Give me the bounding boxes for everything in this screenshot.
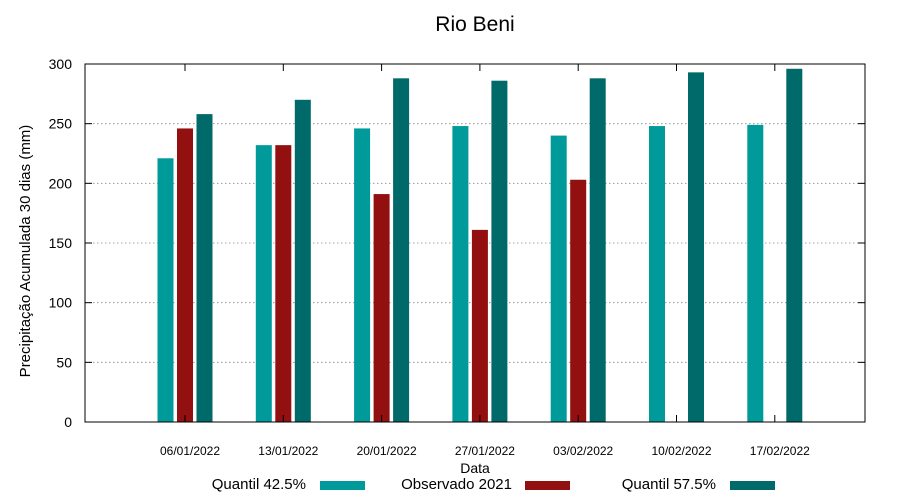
y-tick-label: 0 xyxy=(64,414,72,430)
bar xyxy=(570,179,587,422)
bar xyxy=(196,114,213,423)
bar xyxy=(354,128,371,422)
x-tick-label: 06/01/2022 xyxy=(160,444,220,458)
bar xyxy=(747,124,764,423)
x-axis-label: Data xyxy=(460,460,490,476)
x-tick-label: 20/01/2022 xyxy=(357,444,417,458)
legend-label: Observado 2021 xyxy=(401,476,512,493)
legend-label: Quantil 42.5% xyxy=(212,476,306,493)
y-tick-label: 150 xyxy=(49,235,73,251)
bar xyxy=(294,99,311,423)
bar xyxy=(452,126,469,422)
bar xyxy=(471,229,488,422)
y-tick-label: 100 xyxy=(49,295,73,311)
y-tick-label: 200 xyxy=(49,175,73,191)
y-axis: 0 50 100 150 200 250 300 xyxy=(49,56,865,430)
y-tick-label: 250 xyxy=(49,116,73,132)
bar xyxy=(177,128,193,422)
x-tick-label: 03/02/2022 xyxy=(553,444,613,458)
bar xyxy=(275,145,292,422)
legend: Quantil 42.5% Observado 2021 Quantil 57.5% xyxy=(212,476,775,493)
bar xyxy=(373,194,390,422)
y-axis-label: Precipitação Acumulada 30 dias (mm) xyxy=(17,125,34,378)
x-axis: 06/01/2022 13/01/2022 20/01/2022 27/01/2022… xyxy=(160,64,810,458)
x-tick-label: 13/01/2022 xyxy=(258,444,318,458)
bar xyxy=(786,68,803,423)
bar xyxy=(649,126,665,422)
legend-swatch xyxy=(730,481,775,490)
y-tick-label: 50 xyxy=(56,354,72,370)
x-tick-label: 17/02/2022 xyxy=(750,444,810,458)
bar xyxy=(688,72,704,422)
legend-swatch xyxy=(320,481,365,490)
bar xyxy=(157,158,174,423)
legend-swatch xyxy=(525,481,570,490)
bar-layer xyxy=(157,68,803,423)
chart-title: Rio Beni xyxy=(435,13,514,36)
legend-label: Quantil 57.5% xyxy=(622,476,716,493)
y-tick-label: 300 xyxy=(49,56,73,72)
bar xyxy=(550,135,567,422)
bar xyxy=(255,145,272,422)
x-tick-label: 27/01/2022 xyxy=(455,444,515,458)
bar xyxy=(491,80,508,422)
bar xyxy=(589,78,606,422)
x-tick-label: 10/02/2022 xyxy=(651,444,711,458)
bar xyxy=(393,78,410,422)
